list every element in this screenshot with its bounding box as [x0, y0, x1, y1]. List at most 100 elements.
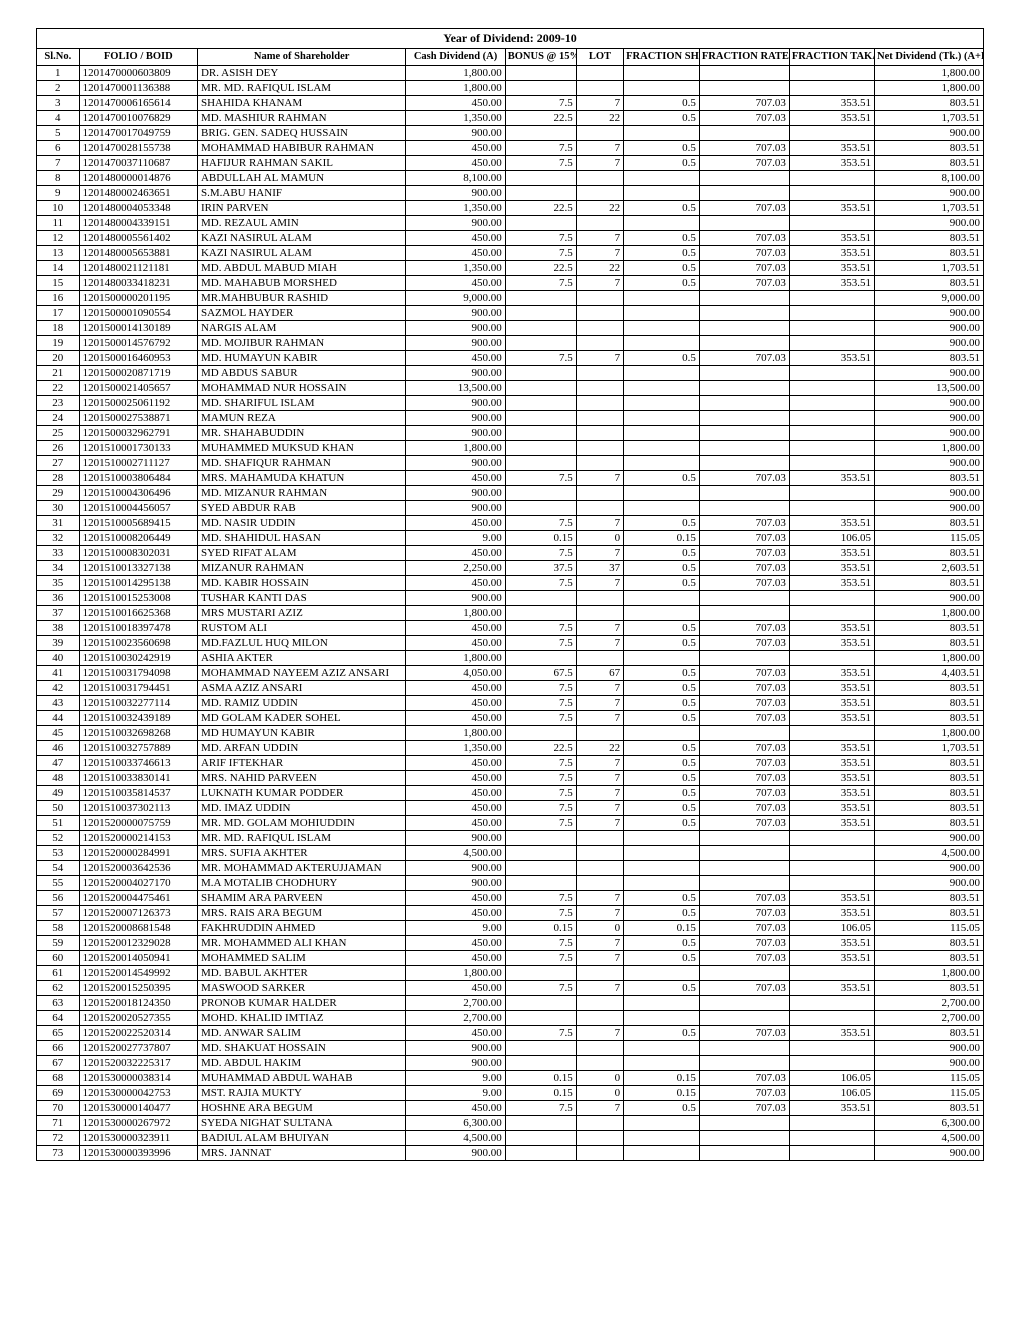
cell-name: LUKNATH KUMAR PODDER [197, 785, 405, 800]
cell-fs: 0.5 [624, 275, 700, 290]
cell-frs: 707.03 [699, 275, 789, 290]
cell-sl: 54 [37, 860, 80, 875]
cell-fs: 0.5 [624, 230, 700, 245]
cell-sl: 68 [37, 1070, 80, 1085]
dividend-table: Year of Dividend: 2009-10 Sl.No. FOLIO /… [36, 28, 984, 1161]
cell-fs [624, 290, 700, 305]
cell-net: 900.00 [875, 305, 984, 320]
table-row: 421201510031794451ASMA AZIZ ANSARI450.00… [37, 680, 984, 695]
cell-lot [576, 335, 623, 350]
cell-cash: 450.00 [406, 245, 505, 260]
table-row: 331201510008302031SYED RIFAT ALAM450.007… [37, 545, 984, 560]
cell-folio: 1201470037110687 [79, 155, 197, 170]
table-row: 151201480033418231MD. MAHABUB MORSHED450… [37, 275, 984, 290]
cell-lot: 7 [576, 155, 623, 170]
cell-frs: 707.03 [699, 935, 789, 950]
table-row: 551201520004027170M.A MOTALIB CHODHURY90… [37, 875, 984, 890]
cell-cash: 1,800.00 [406, 965, 505, 980]
cell-lot [576, 485, 623, 500]
cell-lot: 7 [576, 245, 623, 260]
cell-bonus [505, 500, 576, 515]
cell-sl: 61 [37, 965, 80, 980]
cell-sl: 60 [37, 950, 80, 965]
cell-sl: 36 [37, 590, 80, 605]
cell-folio: 1201480004053348 [79, 200, 197, 215]
cell-cash: 2,700.00 [406, 995, 505, 1010]
cell-cash: 900.00 [406, 485, 505, 500]
cell-folio: 1201500001090554 [79, 305, 197, 320]
cell-net: 1,703.51 [875, 740, 984, 755]
cell-folio: 1201510014295138 [79, 575, 197, 590]
cell-lot: 22 [576, 200, 623, 215]
cell-cash: 900.00 [406, 875, 505, 890]
cell-bonus [505, 290, 576, 305]
cell-folio: 1201500027538871 [79, 410, 197, 425]
cell-fs: 0.5 [624, 755, 700, 770]
cell-name: TUSHAR KANTI DAS [197, 590, 405, 605]
cell-fs [624, 170, 700, 185]
cell-net: 1,800.00 [875, 650, 984, 665]
cell-ft: 353.51 [789, 755, 874, 770]
table-row: 701201530000140477HOSHNE ARA BEGUM450.00… [37, 1100, 984, 1115]
cell-cash: 900.00 [406, 500, 505, 515]
cell-name: MD ABDUS SABUR [197, 365, 405, 380]
cell-name: S.M.ABU HANIF [197, 185, 405, 200]
cell-name: MAMUN REZA [197, 410, 405, 425]
cell-cash: 450.00 [406, 710, 505, 725]
cell-folio: 1201520000075759 [79, 815, 197, 830]
cell-cash: 9.00 [406, 1085, 505, 1100]
cell-ft [789, 395, 874, 410]
cell-bonus: 7.5 [505, 155, 576, 170]
cell-net: 803.51 [875, 635, 984, 650]
cell-net: 6,300.00 [875, 1115, 984, 1130]
cell-sl: 19 [37, 335, 80, 350]
cell-bonus [505, 605, 576, 620]
table-row: 531201520000284991MRS. SUFIA AKHTER4,500… [37, 845, 984, 860]
cell-lot: 37 [576, 560, 623, 575]
cell-folio: 1201530000267972 [79, 1115, 197, 1130]
cell-name: ARIF IFTEKHAR [197, 755, 405, 770]
cell-net: 1,800.00 [875, 440, 984, 455]
table-row: 201201500016460953MD. HUMAYUN KABIR450.0… [37, 350, 984, 365]
cell-frs: 707.03 [699, 950, 789, 965]
cell-fs: 0.5 [624, 515, 700, 530]
cell-cash: 900.00 [406, 365, 505, 380]
cell-ft: 353.51 [789, 980, 874, 995]
cell-net: 803.51 [875, 890, 984, 905]
table-row: 711201530000267972SYEDA NIGHAT SULTANA6,… [37, 1115, 984, 1130]
cell-name: MRS. MAHAMUDA KHATUN [197, 470, 405, 485]
cell-folio: 1201510008206449 [79, 530, 197, 545]
cell-frs: 707.03 [699, 1100, 789, 1115]
cell-ft [789, 725, 874, 740]
cell-net: 1,800.00 [875, 605, 984, 620]
cell-folio: 1201480004339151 [79, 215, 197, 230]
cell-name: KAZI NASIRUL ALAM [197, 245, 405, 260]
cell-folio: 1201520014549992 [79, 965, 197, 980]
cell-name: MD. HUMAYUN KABIR [197, 350, 405, 365]
cell-name: KAZI NASIRUL ALAM [197, 230, 405, 245]
cell-ft: 353.51 [789, 560, 874, 575]
cell-bonus: 7.5 [505, 230, 576, 245]
cell-cash: 450.00 [406, 1100, 505, 1115]
cell-cash: 450.00 [406, 890, 505, 905]
cell-ft [789, 1145, 874, 1160]
cell-net: 803.51 [875, 980, 984, 995]
table-row: 141201480021121181MD. ABDUL MABUD MIAH1,… [37, 260, 984, 275]
cell-lot [576, 80, 623, 95]
cell-net: 803.51 [875, 710, 984, 725]
cell-fs [624, 860, 700, 875]
cell-frs [699, 440, 789, 455]
cell-folio: 1201480005653881 [79, 245, 197, 260]
cell-frs: 707.03 [699, 230, 789, 245]
cell-ft: 353.51 [789, 575, 874, 590]
cell-name: MR.MAHBUBUR RASHID [197, 290, 405, 305]
cell-lot [576, 1010, 623, 1025]
cell-ft: 353.51 [789, 785, 874, 800]
table-row: 341201510013327138MIZANUR RAHMAN2,250.00… [37, 560, 984, 575]
cell-lot [576, 305, 623, 320]
cell-frs [699, 605, 789, 620]
cell-frs: 707.03 [699, 1025, 789, 1040]
table-row: 571201520007126373MRS. RAIS ARA BEGUM450… [37, 905, 984, 920]
cell-lot [576, 365, 623, 380]
cell-cash: 450.00 [406, 515, 505, 530]
